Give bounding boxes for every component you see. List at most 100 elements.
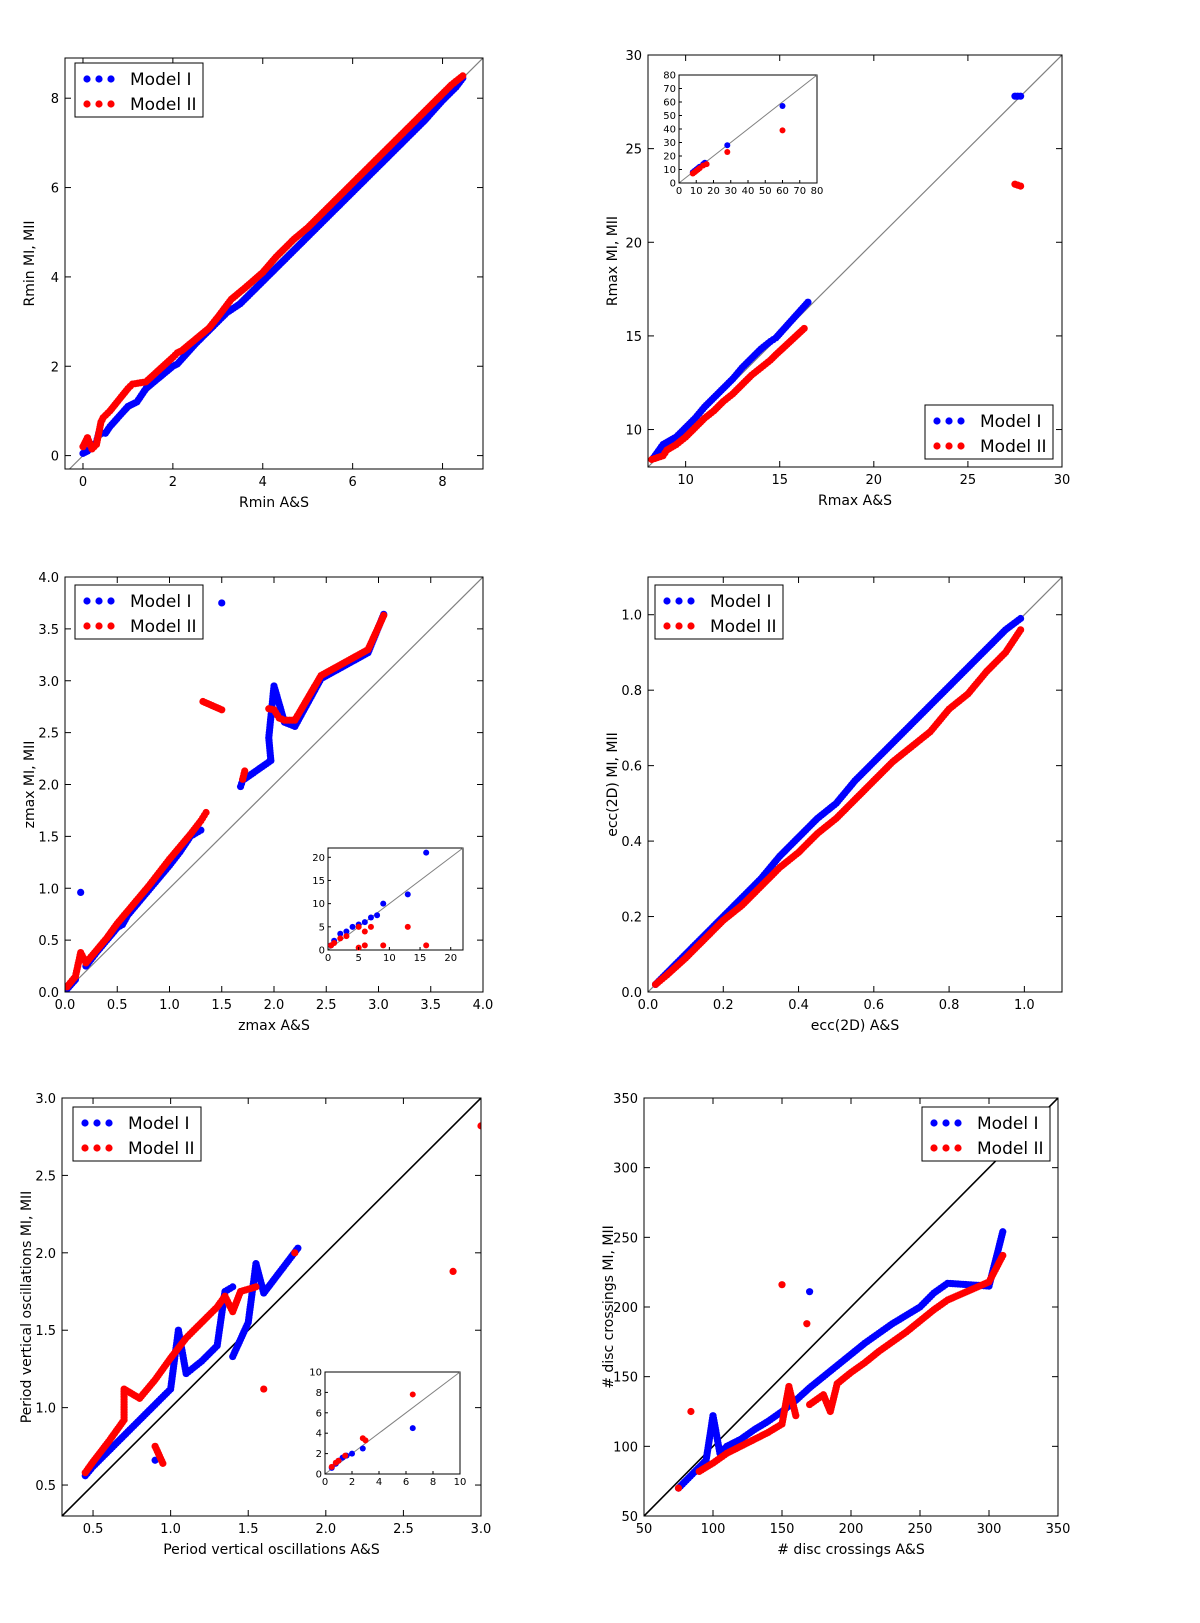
inset-y-tick-label: 5	[319, 922, 325, 933]
x-tick-label: 1.0	[159, 998, 180, 1013]
x-tick-label: 2	[169, 475, 177, 490]
legend-marker	[957, 442, 965, 450]
x-tick-label: 0.0	[638, 998, 659, 1013]
y-tick-label: 0.6	[621, 760, 642, 775]
data-point	[477, 1122, 481, 1130]
y-tick-label: 10	[625, 424, 642, 439]
chart-period: 0.5 1.0 1.5 2.0 2.5 3.0 0.5 1.0 1.5 2.0 2.5 3.0 Peri…	[19, 1092, 491, 1558]
legend-marker	[663, 622, 671, 630]
legend-marker	[81, 1144, 89, 1152]
series-model-ii	[648, 180, 1025, 464]
y-tick-label: 250	[613, 1231, 638, 1246]
legend-marker	[83, 100, 91, 108]
series-model-ii	[674, 1251, 1007, 1492]
x-axis-label: Period vertical oscillations A&S	[163, 1542, 380, 1558]
x-tick-label: 0.8	[939, 998, 960, 1013]
inset-x-tick-label: 60	[776, 186, 789, 197]
y-tick-label: 3.0	[38, 675, 59, 690]
data-point	[459, 72, 467, 80]
legend-marker	[942, 1144, 950, 1152]
x-tick-label: 150	[770, 1522, 795, 1537]
data-point	[792, 1412, 800, 1420]
y-tick-label: 50	[621, 1510, 638, 1525]
inset-y-tick-label: 80	[663, 71, 676, 82]
inset-data-point	[409, 1425, 416, 1432]
y-tick-label: 2.0	[35, 1247, 56, 1262]
diagonal-line	[644, 1098, 1058, 1516]
x-tick-label: 350	[1046, 1522, 1071, 1537]
legend-marker	[107, 622, 115, 630]
series-model-ii	[651, 626, 1025, 989]
inset-data-point	[349, 923, 356, 930]
inset-data-point	[361, 928, 368, 935]
y-tick-label: 8	[51, 92, 59, 107]
inset-diagonal	[327, 847, 464, 951]
data-point	[1017, 626, 1025, 634]
legend-box	[72, 1106, 202, 1162]
x-tick-label: 2.0	[315, 1522, 336, 1537]
y-tick-label: 0.5	[38, 934, 59, 949]
inset-period: 0 2 4 6 8 10 0 2 4 6 8 10	[309, 1368, 466, 1489]
inset-x-tick-label: 4	[376, 1477, 382, 1488]
data-point	[252, 1283, 260, 1291]
chart-disc: 50 100 150 200 250 300 350 50 100 150 200 250 300 350…	[601, 1092, 1070, 1558]
legend-marker	[105, 1144, 113, 1152]
inset-y-tick-label: 20	[663, 152, 676, 163]
x-tick-label: 4.0	[473, 998, 494, 1013]
x-tick-label: 100	[701, 1522, 726, 1537]
data-point	[687, 1407, 695, 1416]
series-model-i	[81, 1244, 302, 1480]
y-tick-label: 15	[625, 330, 642, 345]
inset-data-point	[779, 103, 786, 110]
x-tick-label: 0.5	[83, 1522, 104, 1537]
inset-data-point	[361, 942, 368, 949]
inset-data-point	[331, 940, 338, 947]
data-point	[159, 1459, 167, 1467]
inset-data-point	[361, 919, 368, 926]
x-axis-label: zmax A&S	[238, 1018, 310, 1034]
data-point	[202, 808, 210, 817]
inset-x-tick-label: 6	[403, 1477, 409, 1488]
inset-data-point	[343, 933, 350, 940]
y-tick-label: 1.5	[35, 1324, 56, 1339]
inset-y-tick-label: 10	[663, 165, 676, 176]
data-point	[1017, 614, 1025, 623]
inset-data-point	[779, 127, 786, 134]
chart-zmax: 0.0 0.5 1.0 1.5 2.0 2.5 3.0 3.5 4.0 0.0 0.5 1.0 1.5 2…	[22, 571, 493, 1034]
legend-label: Model I	[130, 592, 191, 612]
legend-label: Model I	[977, 1114, 1038, 1134]
y-tick-label: 2	[51, 360, 59, 375]
inset-x-tick-label: 50	[759, 186, 772, 197]
inset-y-tick-label: 60	[663, 98, 676, 109]
plot-frame	[647, 54, 1063, 468]
data-point	[800, 324, 808, 333]
legend-marker	[105, 1119, 113, 1127]
x-axis-label: ecc(2D) A&S	[811, 1018, 900, 1034]
legend-box	[654, 584, 784, 640]
y-tick-label: 4.0	[38, 571, 59, 586]
inset-y-tick-label: 40	[663, 125, 676, 136]
inset-data-point	[374, 912, 381, 919]
data-point	[229, 1283, 237, 1291]
x-tick-label: 250	[908, 1522, 933, 1537]
series-model-i	[650, 92, 1025, 462]
legend: Model I Model II	[654, 584, 784, 640]
x-tick-label: 30	[1054, 473, 1071, 488]
x-tick-label: 50	[636, 1522, 653, 1537]
y-tick-label: 3.0	[35, 1092, 56, 1107]
x-tick-label: 10	[677, 473, 694, 488]
y-tick-label: 0.0	[38, 986, 59, 1001]
x-tick-label: 20	[866, 473, 883, 488]
legend-marker	[945, 417, 953, 425]
y-tick-label: 0.0	[621, 986, 642, 1001]
inset-x-tick-label: 0	[322, 1477, 328, 1488]
x-tick-label: 6	[349, 475, 357, 490]
y-tick-label: 30	[625, 49, 642, 64]
series-model-ii	[65, 611, 388, 991]
legend-marker	[954, 1119, 962, 1127]
legend: Model I Model II	[74, 584, 204, 640]
x-tick-label: 15	[771, 473, 788, 488]
inset-y-tick-label: 10	[309, 1368, 322, 1379]
y-tick-label: 2.0	[38, 779, 59, 794]
